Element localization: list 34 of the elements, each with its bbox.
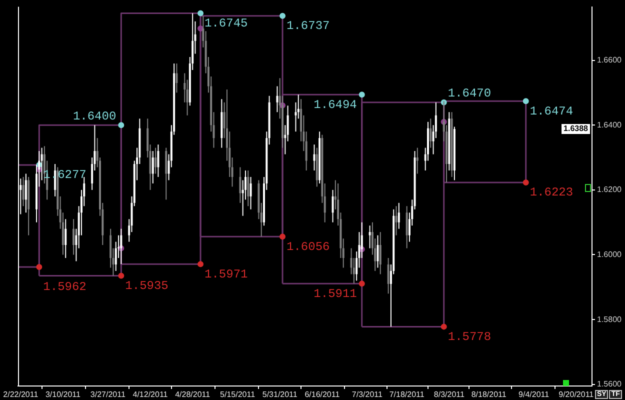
- data-label: 1.5962: [43, 280, 86, 294]
- x-tick-label: 9/4/2011: [518, 390, 550, 400]
- data-label: 1.6400: [72, 109, 116, 124]
- y-tick-label: 1.5600: [597, 380, 622, 389]
- data-label: 1.5911: [314, 286, 357, 301]
- data-label: 1.5778: [448, 330, 492, 344]
- data-label: 1.6494: [314, 98, 357, 112]
- x-tick-label: 3/10/2011: [45, 390, 82, 400]
- data-label: 1.6470: [448, 86, 492, 101]
- y-tick-label: 1.6200: [597, 185, 622, 194]
- x-tick-label: 4/28/2011: [175, 390, 211, 400]
- x-tick-label: 7/18/2011: [389, 390, 425, 400]
- data-label: 1.6474: [530, 104, 574, 118]
- data-label: 1.6737: [286, 19, 330, 34]
- x-tick-label: 5/31/2011: [262, 390, 298, 400]
- x-tick-label: 7/3/2011: [352, 390, 383, 400]
- x-tick-label: 8/3/2011: [434, 390, 465, 400]
- y-tick-label: 1.6600: [597, 55, 622, 64]
- y-tick-label: 1.6400: [597, 120, 622, 130]
- x-tick-label: 2/22/2011: [3, 390, 39, 400]
- x-tick-label: 3/27/2011: [90, 390, 126, 400]
- y-tick-label: 1.6000: [597, 250, 622, 259]
- x-tick-label: 9/20/2011: [558, 390, 594, 400]
- x-tick-label: 4/12/2011: [132, 390, 168, 400]
- y-tick-label: 1.5800: [597, 314, 622, 324]
- data-label: 1.5935: [125, 278, 168, 293]
- data-label: 1.6223: [530, 186, 574, 200]
- x-tick-label: 5/15/2011: [220, 390, 256, 400]
- annotation: 1.6388: [564, 124, 589, 134]
- data-label: 1.6745: [204, 16, 248, 30]
- x-tick-label: 6/16/2011: [304, 390, 340, 400]
- x-tick-label: 8/18/2011: [471, 390, 507, 400]
- data-label: 1.5971: [204, 267, 248, 282]
- data-label: 1.6056: [286, 240, 330, 254]
